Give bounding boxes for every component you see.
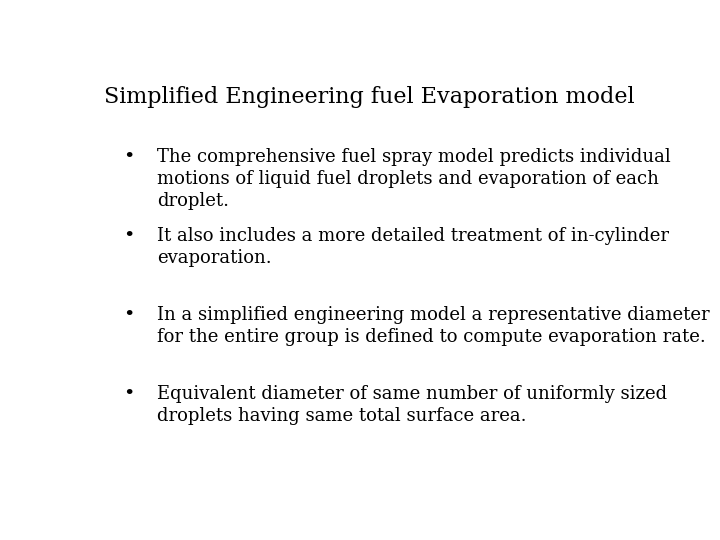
Text: •: • (123, 306, 135, 324)
Text: It also includes a more detailed treatment of in-cylinder
evaporation.: It also includes a more detailed treatme… (157, 227, 669, 267)
Text: Simplified Engineering fuel Evaporation model: Simplified Engineering fuel Evaporation … (104, 85, 634, 107)
Text: •: • (123, 148, 135, 166)
Text: Equivalent diameter of same number of uniformly sized
droplets having same total: Equivalent diameter of same number of un… (157, 385, 667, 425)
Text: •: • (123, 385, 135, 403)
Text: In a simplified engineering model a representative diameter
for the entire group: In a simplified engineering model a repr… (157, 306, 710, 346)
Text: •: • (123, 227, 135, 245)
Text: The comprehensive fuel spray model predicts individual
motions of liquid fuel dr: The comprehensive fuel spray model predi… (157, 148, 671, 211)
